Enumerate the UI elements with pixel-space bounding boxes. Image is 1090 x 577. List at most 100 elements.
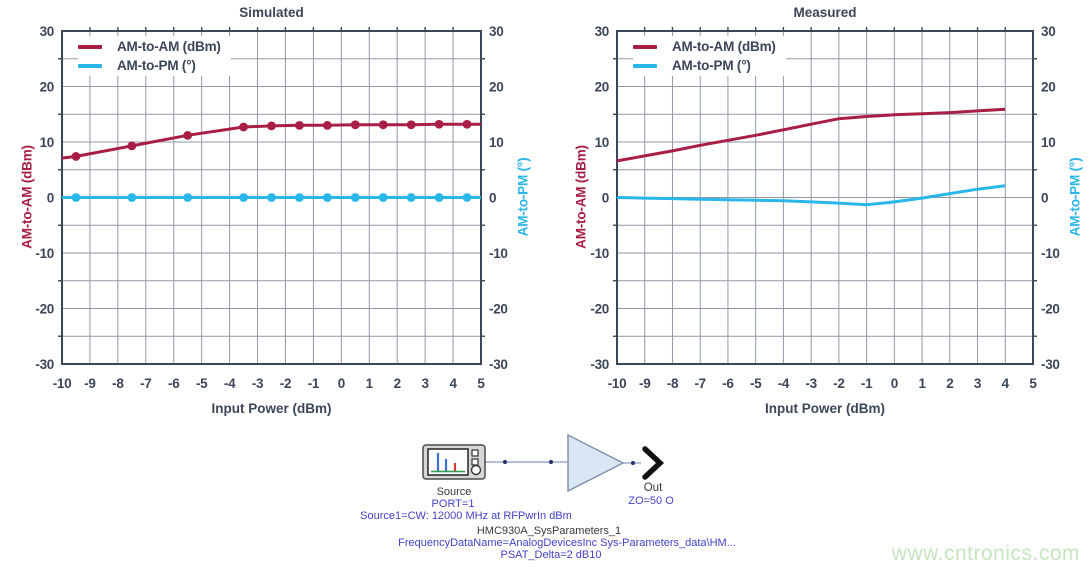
series-line xyxy=(61,122,481,160)
out-label: Out xyxy=(643,482,663,494)
legend-simulated: AM-to-AM (dBm) AM-to-PM (°) xyxy=(78,36,231,76)
x-tick-label: -1 xyxy=(308,376,320,391)
out-impedance-param: ZO=50 O xyxy=(628,495,674,507)
x-tick-label: -8 xyxy=(112,376,124,391)
y-tick-label-right: -30 xyxy=(489,357,508,372)
x-tick-label: 2 xyxy=(394,376,401,391)
y-tick-label-right: -10 xyxy=(1041,246,1060,261)
y-tick-label-right: -10 xyxy=(489,246,508,261)
source-port-param: PORT=1 xyxy=(431,498,475,510)
x-tick-label: 0 xyxy=(338,376,345,391)
x-tick-label: 5 xyxy=(477,376,485,391)
legend-entry-am-am: AM-to-AM (dBm) xyxy=(78,37,221,56)
y-tick-label-left: -30 xyxy=(35,357,54,372)
chart-title-simulated: Simulated xyxy=(239,5,304,20)
x-tick-label: 4 xyxy=(449,376,457,391)
y-tick-label-left: -10 xyxy=(35,246,54,261)
data-point-marker xyxy=(378,193,388,202)
data-point-marker xyxy=(295,120,304,130)
data-point-marker xyxy=(462,193,472,202)
x-tick-label: -1 xyxy=(861,376,873,391)
y-tick-label-right: 30 xyxy=(489,24,503,39)
x-tick-label: -10 xyxy=(53,376,72,391)
legend-measured: AM-to-AM (dBm) AM-to-PM (°) xyxy=(633,36,786,76)
y-tick-label-right: 0 xyxy=(489,190,496,205)
series-line xyxy=(616,184,1006,207)
data-point-marker xyxy=(295,193,304,202)
data-point-marker xyxy=(462,119,472,129)
x-tick-label: 0 xyxy=(891,376,898,391)
y-tick-label-right: -20 xyxy=(489,301,508,316)
x-tick-label: 3 xyxy=(974,376,982,391)
am-pm-line-swatch-icon xyxy=(633,63,657,68)
y-tick-label-left: 10 xyxy=(595,135,609,150)
y-tick-label-left: 10 xyxy=(40,135,54,150)
y-tick-label-right: 20 xyxy=(489,79,503,94)
data-point-marker xyxy=(239,122,248,132)
data-point-marker xyxy=(71,193,81,202)
x-tick-label: -2 xyxy=(833,376,844,391)
x-axis-label-measured: Input Power (dBm) xyxy=(765,401,885,416)
data-point-marker xyxy=(350,120,360,130)
legend-label-am-am: AM-to-AM (dBm) xyxy=(672,39,776,54)
y-tick-label-left: -10 xyxy=(590,246,609,261)
x-tick-label: -10 xyxy=(608,376,627,391)
x-tick-label: -9 xyxy=(639,376,650,391)
y-tick-label-right: 10 xyxy=(1041,135,1055,150)
amplifier-icon xyxy=(567,433,625,493)
source-label: Source xyxy=(436,486,472,498)
x-tick-label: -6 xyxy=(722,376,734,391)
am-am-line-swatch-icon xyxy=(633,44,657,49)
legend-label-am-pm: AM-to-PM (°) xyxy=(117,58,196,73)
x-tick-label: -7 xyxy=(140,376,151,391)
x-tick-label: -9 xyxy=(84,376,95,391)
out-port-icon xyxy=(642,446,665,480)
wire-node-icon xyxy=(549,460,553,464)
data-point-marker xyxy=(322,193,332,202)
data-point-marker xyxy=(183,130,193,140)
series-line xyxy=(616,107,1006,163)
y-tick-label-left: -20 xyxy=(590,301,609,316)
am-am-line-swatch-icon xyxy=(78,44,102,49)
y-tick-label-left: 30 xyxy=(40,24,54,39)
x-tick-label: -7 xyxy=(694,376,705,391)
amplifier-frequency-data-param: FrequencyDataName=AnalogDevicesInc Sys-P… xyxy=(398,537,736,549)
data-point-marker xyxy=(406,193,416,202)
wire-node-icon xyxy=(631,461,635,465)
am-pm-line-swatch-icon xyxy=(78,63,102,68)
x-tick-label: -6 xyxy=(168,376,180,391)
x-tick-label: -4 xyxy=(224,376,236,391)
chart-title-measured: Measured xyxy=(793,5,857,20)
data-point-marker xyxy=(267,193,276,202)
data-point-marker xyxy=(434,193,444,202)
y-tick-label-left: 20 xyxy=(40,79,54,94)
legend-entry-am-am: AM-to-AM (dBm) xyxy=(633,37,776,56)
source-instrument-icon xyxy=(422,444,486,480)
x-tick-label: -8 xyxy=(667,376,679,391)
x-tick-label: -5 xyxy=(196,376,208,391)
x-tick-label: -5 xyxy=(750,376,762,391)
y-tick-label-left: -30 xyxy=(590,357,609,372)
legend-entry-am-pm: AM-to-PM (°) xyxy=(633,56,776,75)
data-point-marker xyxy=(127,141,137,151)
data-point-marker xyxy=(322,120,332,130)
x-tick-label: 4 xyxy=(1002,376,1010,391)
data-point-marker xyxy=(71,152,81,161)
legend-label-am-am: AM-to-AM (dBm) xyxy=(117,39,221,54)
data-point-marker xyxy=(267,121,276,131)
data-point-marker xyxy=(127,193,137,202)
amplifier-psat-param: PSAT_Delta=2 dB10 xyxy=(500,549,602,561)
y-tick-label-right: 30 xyxy=(1041,24,1055,39)
data-point-marker xyxy=(434,119,444,129)
data-point-marker xyxy=(406,120,416,130)
x-tick-label: 2 xyxy=(946,376,953,391)
watermark: www.cntronics.com xyxy=(891,542,1080,565)
amplifier-name-label: HMC930A_SysParameters_1 xyxy=(476,525,622,537)
y-tick-label-right: 0 xyxy=(1041,190,1048,205)
y-tick-label-left: 30 xyxy=(595,24,609,39)
x-axis-label-simulated: Input Power (dBm) xyxy=(211,401,332,416)
y-tick-label-right: -20 xyxy=(1041,301,1060,316)
